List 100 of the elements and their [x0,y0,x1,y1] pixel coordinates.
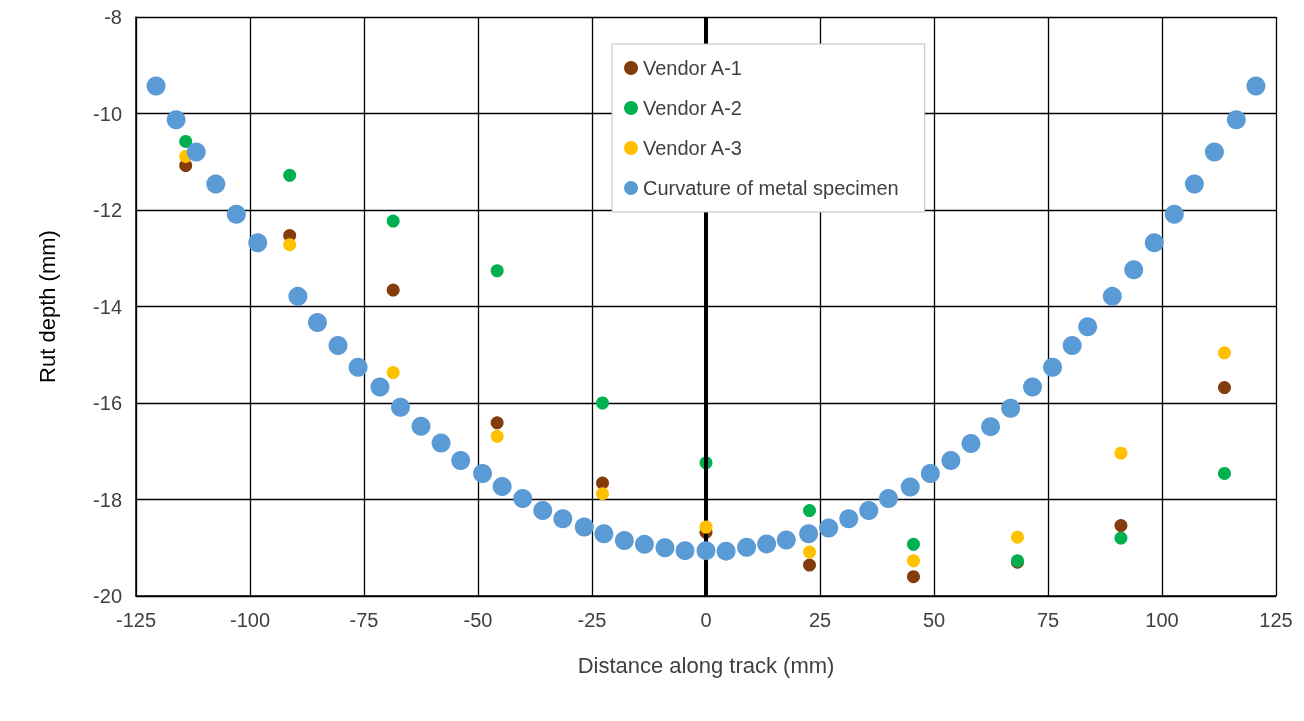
point [1102,286,1122,306]
point [819,518,839,538]
point [1001,398,1021,418]
point [594,524,614,544]
point [1023,377,1042,397]
y-tick-label: -14 [93,295,122,318]
point [655,538,675,558]
point [1114,531,1128,545]
point [473,463,493,483]
point [696,541,716,561]
point [1217,466,1231,480]
point [283,168,297,182]
point [308,312,327,332]
legend-label: Vendor A-3 [643,137,742,159]
point [283,238,297,252]
legend-label: Vendor A-1 [643,57,742,79]
point [490,429,504,443]
x-tick-label: 0 [700,609,712,631]
point [1184,174,1204,194]
x-tick-label: -75 [349,609,379,631]
point [386,283,400,297]
point [348,357,368,377]
point [634,534,654,554]
point [186,142,206,162]
point [906,537,920,551]
x-tick-label: 125 [1259,609,1293,631]
point [451,450,471,470]
point [288,286,308,306]
point [596,396,609,410]
x-tick-label: 100 [1145,609,1179,631]
point [1062,336,1082,356]
x-axis-title: Distance along track (mm) [577,652,835,678]
point [1204,142,1224,162]
legend-label: Curvature of metal specimen [643,177,899,199]
point [803,558,817,572]
point [490,264,504,278]
x-tick-label: -50 [463,609,493,631]
point [386,366,400,380]
point [1144,233,1164,253]
point [878,489,898,509]
point [226,204,246,224]
point [1010,530,1024,544]
point [206,174,226,194]
point [803,545,817,559]
point [1164,204,1184,224]
point [179,134,193,148]
y-axis-title: Rut depth (mm) [34,230,60,383]
point [941,450,961,470]
point [1246,76,1266,96]
point [716,541,736,561]
point [803,504,817,518]
x-tick-label: -25 [577,609,607,631]
point [1124,260,1144,280]
legend-label: Vendor A-2 [643,97,742,119]
point [411,416,431,436]
point [386,214,400,228]
point [596,487,609,501]
y-tick-label: -18 [93,488,122,511]
point [906,570,920,584]
point [776,530,796,550]
point [675,541,695,561]
y-tick-label: -10 [93,102,122,125]
x-tick-label: 75 [1036,609,1060,631]
point [533,501,553,521]
point [146,76,166,96]
point [961,434,981,454]
point [981,417,1001,437]
point [1217,346,1231,360]
point [328,336,348,356]
x-tick-label: -125 [115,609,157,631]
point [900,477,920,497]
point [166,110,186,130]
y-tick-label: -20 [93,585,122,607]
point [370,377,390,397]
y-tick-label: -16 [93,392,122,414]
point [757,534,777,554]
point [1114,519,1128,533]
point [513,489,533,509]
point [391,397,410,417]
point [614,531,634,551]
point [859,501,879,521]
x-tick-label: 50 [922,609,946,631]
point [1043,357,1063,377]
point [906,554,920,568]
point [1078,317,1098,337]
y-tick-label: -8 [104,6,122,28]
point [920,463,940,483]
point [839,509,859,529]
point [799,524,819,544]
x-tick-label: 25 [808,609,832,631]
y-tick-label: -12 [93,199,122,221]
point [1217,381,1231,395]
point [737,537,757,557]
x-tick-label: -100 [229,609,271,631]
point [553,509,573,529]
point [248,233,268,253]
point [574,517,594,537]
point [1226,110,1246,130]
point [490,416,504,430]
point [1114,446,1128,460]
